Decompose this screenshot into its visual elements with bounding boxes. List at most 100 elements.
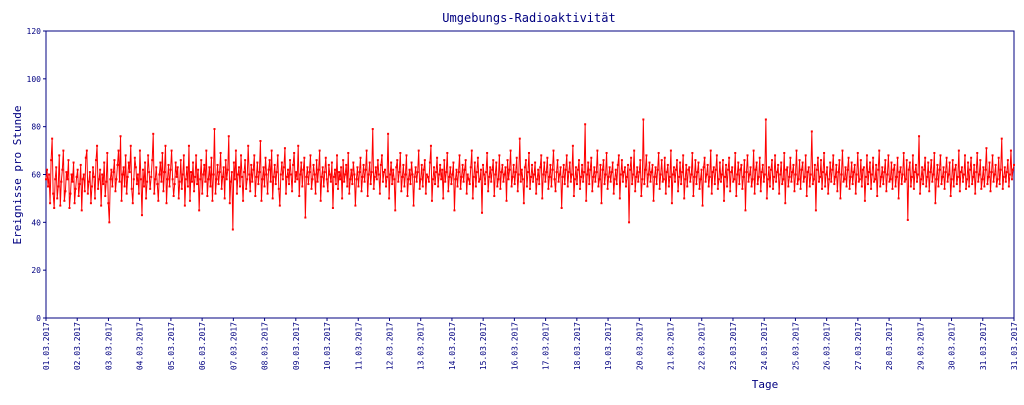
data-point bbox=[441, 168, 444, 171]
data-point bbox=[610, 171, 613, 174]
data-point bbox=[230, 171, 233, 174]
data-point bbox=[925, 185, 928, 188]
data-point bbox=[273, 163, 276, 166]
data-point bbox=[294, 180, 297, 183]
data-point bbox=[564, 168, 567, 171]
data-point bbox=[802, 180, 805, 183]
data-point bbox=[766, 178, 769, 181]
data-point bbox=[321, 166, 324, 169]
data-point bbox=[150, 175, 153, 178]
data-point bbox=[311, 178, 314, 181]
data-point bbox=[531, 163, 534, 166]
data-point bbox=[975, 171, 978, 174]
data-point bbox=[362, 163, 365, 166]
data-point bbox=[774, 154, 777, 157]
data-point bbox=[698, 187, 701, 190]
data-point bbox=[956, 175, 959, 178]
data-point bbox=[869, 161, 872, 164]
data-point bbox=[56, 197, 59, 200]
data-point bbox=[518, 137, 521, 140]
data-point bbox=[843, 178, 846, 181]
data-point bbox=[600, 202, 603, 205]
data-point bbox=[492, 159, 495, 162]
data-point bbox=[391, 183, 394, 186]
data-point bbox=[717, 178, 720, 181]
data-point bbox=[1004, 180, 1007, 183]
data-point bbox=[561, 175, 564, 178]
data-point bbox=[217, 183, 220, 186]
data-point bbox=[157, 199, 160, 202]
data-point bbox=[229, 180, 232, 183]
data-point bbox=[329, 180, 332, 183]
data-point bbox=[862, 166, 865, 169]
data-point bbox=[300, 161, 303, 164]
data-point bbox=[780, 161, 783, 164]
data-point bbox=[978, 173, 981, 176]
data-point bbox=[393, 178, 396, 181]
data-point bbox=[586, 173, 589, 176]
data-point bbox=[338, 171, 341, 174]
data-point bbox=[689, 180, 692, 183]
data-point bbox=[550, 185, 553, 188]
data-point bbox=[892, 168, 895, 171]
data-point bbox=[988, 161, 991, 164]
data-point bbox=[944, 171, 947, 174]
data-point bbox=[991, 154, 994, 157]
data-point bbox=[961, 180, 964, 183]
data-point bbox=[223, 197, 226, 200]
data-point bbox=[357, 185, 360, 188]
data-point bbox=[403, 185, 406, 188]
data-point bbox=[349, 178, 352, 181]
data-point bbox=[97, 187, 100, 190]
data-point bbox=[324, 156, 327, 159]
data-point bbox=[444, 180, 447, 183]
data-point bbox=[389, 173, 392, 176]
data-point bbox=[159, 161, 162, 164]
data-point bbox=[215, 178, 218, 181]
data-point bbox=[538, 183, 541, 186]
data-point bbox=[1009, 149, 1012, 152]
data-point bbox=[603, 183, 606, 186]
data-point bbox=[833, 183, 836, 186]
data-point bbox=[224, 159, 227, 162]
data-point bbox=[923, 168, 926, 171]
data-point bbox=[513, 183, 516, 186]
data-point bbox=[267, 168, 270, 171]
data-point bbox=[723, 199, 726, 202]
data-point bbox=[122, 166, 125, 169]
y-tick-label: 120 bbox=[27, 27, 42, 36]
data-point bbox=[641, 178, 644, 181]
data-point bbox=[466, 173, 469, 176]
data-point bbox=[448, 175, 451, 178]
data-point bbox=[330, 161, 333, 164]
data-point bbox=[347, 151, 350, 154]
data-point bbox=[939, 154, 942, 157]
data-point bbox=[879, 185, 882, 188]
data-point bbox=[249, 190, 252, 193]
data-point bbox=[421, 185, 424, 188]
data-point bbox=[912, 187, 915, 190]
data-point bbox=[424, 192, 427, 195]
data-point bbox=[359, 156, 362, 159]
data-point bbox=[804, 154, 807, 157]
data-point bbox=[696, 171, 699, 174]
data-point bbox=[958, 190, 961, 193]
data-point bbox=[787, 185, 790, 188]
data-point bbox=[596, 149, 599, 152]
data-point bbox=[327, 163, 330, 166]
data-point bbox=[666, 163, 669, 166]
data-point bbox=[894, 185, 897, 188]
x-tick-label: 01.03.2017 bbox=[42, 322, 51, 370]
data-point bbox=[412, 204, 415, 207]
data-point bbox=[354, 204, 357, 207]
data-point bbox=[791, 171, 794, 174]
data-point bbox=[742, 175, 745, 178]
data-point bbox=[825, 173, 828, 176]
data-point bbox=[458, 154, 461, 157]
data-point bbox=[707, 185, 710, 188]
data-point bbox=[820, 159, 823, 162]
data-point bbox=[369, 183, 372, 186]
data-point bbox=[506, 159, 509, 162]
data-point bbox=[243, 171, 246, 174]
